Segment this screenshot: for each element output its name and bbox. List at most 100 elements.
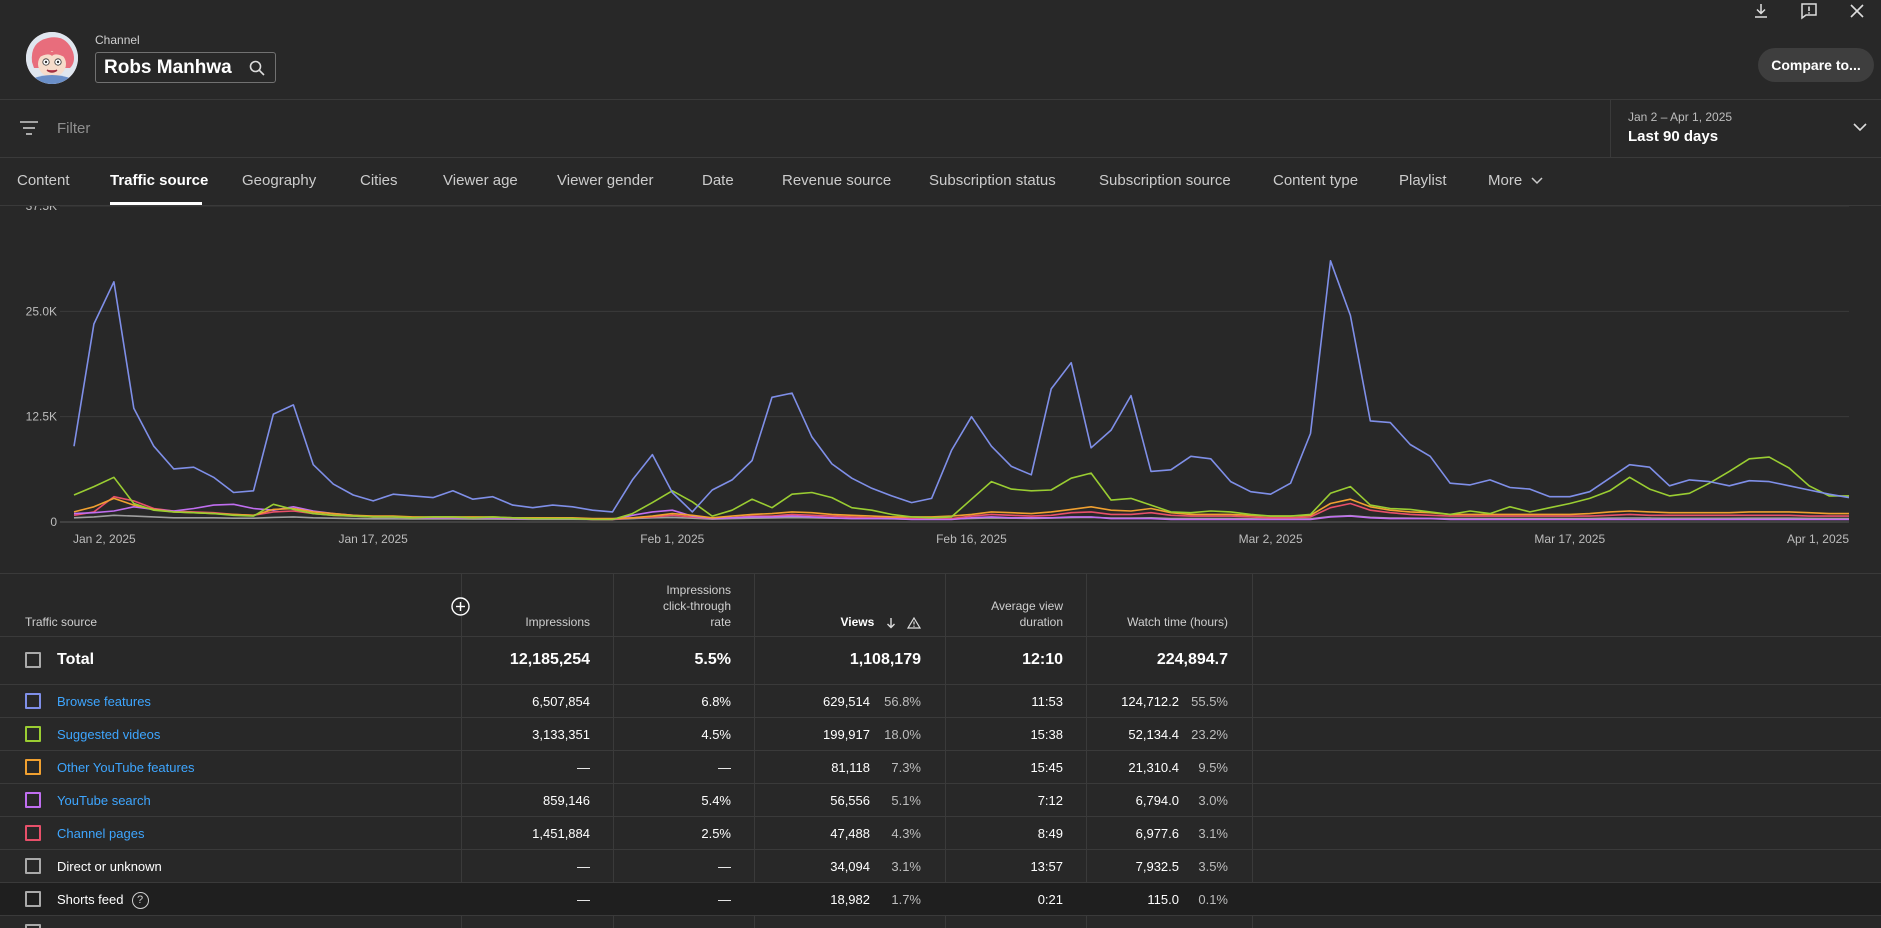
tab-viewer-age[interactable]: Viewer age <box>443 172 518 189</box>
tab-subscription-status[interactable]: Subscription status <box>929 172 1056 189</box>
tab-date[interactable]: Date <box>702 172 734 189</box>
views-value: 18,982 <box>830 892 870 907</box>
watch-time-value: 7,932.5 <box>1135 859 1179 874</box>
tab-cities[interactable]: Cities <box>360 172 398 189</box>
warning-icon[interactable] <box>906 616 922 629</box>
header-impressions[interactable]: Impressions <box>525 615 590 629</box>
traffic-source-link[interactable]: Suggested videos <box>57 727 160 742</box>
ctr-value: 4.5% <box>701 727 731 742</box>
total-views: 1,108,179 <box>849 651 921 668</box>
tab-traffic-source[interactable]: Traffic source <box>110 172 209 189</box>
header: Channel Robs Manhwa Compare to... <box>0 0 1881 100</box>
views-value: 629,514 <box>823 694 870 709</box>
impressions-value: — <box>577 892 590 907</box>
traffic-source-link[interactable]: Other YouTube features <box>57 760 195 775</box>
row-checkbox[interactable] <box>25 891 41 907</box>
column-divider <box>613 574 614 928</box>
tab-content[interactable]: Content <box>17 172 70 189</box>
table-row: YouTube search 859,146 5.4% 56,556 5.1% 7:12 6… <box>0 783 1881 816</box>
watch-time-value: 124,712.2 <box>1121 694 1179 709</box>
total-ctr: 5.5% <box>694 651 731 668</box>
add-column-icon[interactable] <box>451 597 470 616</box>
row-checkbox[interactable] <box>25 924 41 928</box>
traffic-source-link[interactable]: YouTube search <box>57 793 151 808</box>
header-ctr[interactable]: Impressions click-through rate <box>663 582 731 630</box>
header-views-label: Views <box>840 615 875 629</box>
header-traffic-source[interactable]: Traffic source <box>25 615 98 629</box>
date-range-picker[interactable]: Jan 2 – Apr 1, 2025 Last 90 days <box>1610 100 1881 158</box>
close-icon[interactable] <box>1833 0 1881 22</box>
traffic-source-link[interactable]: Browse features <box>57 694 151 709</box>
watch-time-percent: 3.0% <box>1198 793 1228 808</box>
row-checkbox[interactable] <box>25 652 41 668</box>
watch-time-value: 115.0 <box>1147 892 1179 907</box>
x-tick-label: Jan 17, 2025 <box>338 532 408 546</box>
filter-input[interactable]: Filter <box>57 120 91 137</box>
y-tick-label: 12.5K <box>26 410 57 424</box>
top-toolbar <box>1737 0 1881 24</box>
watch-time-percent: 9.5% <box>1198 760 1228 775</box>
channel-name: Robs Manhwa <box>104 56 232 78</box>
active-tab-indicator <box>110 202 202 205</box>
search-icon[interactable] <box>248 59 266 77</box>
watch-time-percent: 23.2% <box>1191 727 1228 742</box>
row-checkbox[interactable] <box>25 792 41 808</box>
download-icon[interactable] <box>1737 0 1785 22</box>
header-ctr-line2: click-through <box>662 599 731 613</box>
filter-icon[interactable] <box>19 120 39 136</box>
tab-more[interactable]: More <box>1488 172 1543 189</box>
traffic-source-link[interactable]: Direct or unknown <box>57 859 162 874</box>
row-checkbox[interactable] <box>25 759 41 775</box>
views-value: 56,556 <box>830 793 870 808</box>
table-row: Suggested videos 3,133,351 4.5% 199,917 18.0… <box>0 717 1881 750</box>
header-avd-line2: duration <box>1019 615 1063 629</box>
tab-viewer-gender[interactable]: Viewer gender <box>557 172 654 189</box>
views-percent: 4.3% <box>891 826 921 841</box>
row-checkbox[interactable] <box>25 858 41 874</box>
column-divider <box>1086 574 1087 928</box>
tab-more-label: More <box>1488 172 1523 189</box>
table-row: Shorts feed? — — 18,982 1.7% 0:21 115.0 0.1% <box>0 882 1881 915</box>
x-tick-label: Apr 1, 2025 <box>1787 532 1849 546</box>
series-line-suggested-videos[interactable] <box>73 456 1849 521</box>
header-views[interactable]: Views <box>841 614 922 630</box>
tab-revenue-source[interactable]: Revenue source <box>782 172 892 189</box>
traffic-source-link[interactable]: Shorts feed? <box>57 892 149 910</box>
avd-value: 13:57 <box>1030 859 1063 874</box>
tab-subscription-source[interactable]: Subscription source <box>1099 172 1231 189</box>
x-tick-label: Feb 1, 2025 <box>640 532 704 546</box>
traffic-table: Traffic source Impressions Impressions c… <box>0 573 1881 928</box>
avd-value: 11:53 <box>1031 694 1063 709</box>
y-tick-label: 37.5K <box>26 206 57 213</box>
filter-bar: Filter Jan 2 – Apr 1, 2025 Last 90 days <box>0 100 1881 158</box>
views-value: 47,488 <box>830 826 870 841</box>
traffic-source-link[interactable]: Channel pages <box>57 826 144 841</box>
traffic-source-label: Suggested videos <box>57 727 161 742</box>
tab-geography[interactable]: Geography <box>242 172 317 189</box>
channel-selector[interactable]: Robs Manhwa <box>95 52 276 83</box>
impressions-value: 6,507,854 <box>532 694 590 709</box>
channel-avatar[interactable] <box>26 32 78 84</box>
impressions-value: 1,451,884 <box>532 826 590 841</box>
table-row: Direct or unknown — — 34,094 3.1% 13:57 7,932.… <box>0 849 1881 882</box>
header-avd-line1: Average view <box>991 599 1063 613</box>
help-icon[interactable]: ? <box>131 892 149 910</box>
watch-time-value: 21,310.4 <box>1128 760 1179 775</box>
header-avg-view-duration[interactable]: Average view duration <box>991 598 1063 630</box>
compare-button[interactable]: Compare to... <box>1758 48 1874 82</box>
views-value: 199,917 <box>823 727 870 742</box>
series-line-browse-features[interactable] <box>73 259 1850 513</box>
tab-content-type[interactable]: Content type <box>1273 172 1359 189</box>
impressions-value: — <box>577 859 590 874</box>
row-checkbox[interactable] <box>25 693 41 709</box>
row-checkbox[interactable] <box>25 825 41 841</box>
feedback-icon[interactable] <box>1785 0 1833 22</box>
tab-playlist[interactable]: Playlist <box>1399 172 1447 189</box>
traffic-source-label: Channel pages <box>57 826 145 841</box>
y-tick-label: 25.0K <box>26 304 57 318</box>
traffic-source-label: YouTube search <box>57 793 151 808</box>
header-watch-time[interactable]: Watch time (hours) <box>1127 615 1228 629</box>
row-checkbox[interactable] <box>25 726 41 742</box>
watch-time-value: 6,794.0 <box>1135 793 1179 808</box>
views-value: 34,094 <box>830 859 870 874</box>
